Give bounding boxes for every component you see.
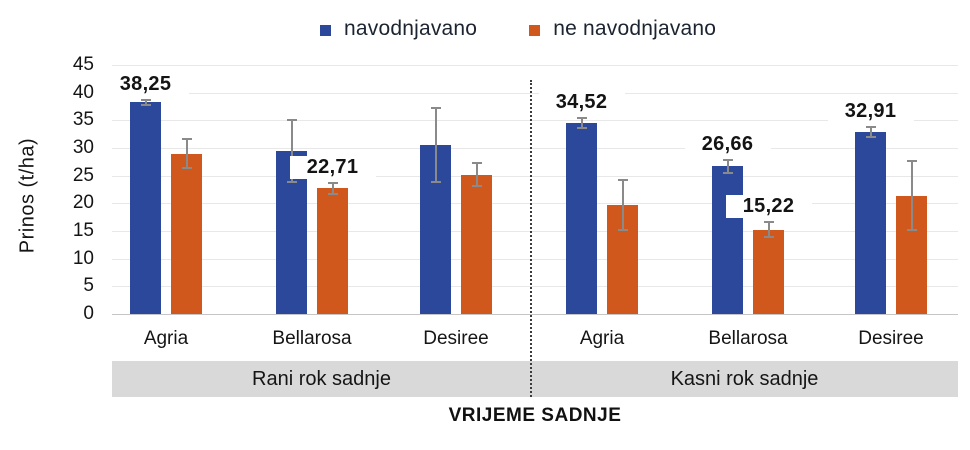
panel-label-rani: Rani rok sadnje [252, 368, 391, 390]
y-tick-label: 10 [72, 247, 94, 269]
x-axis-title: VRIJEME SADNJE [448, 405, 622, 426]
bar-ne-navodnjavano-Bellarosa [753, 229, 784, 314]
y-tick-label: 20 [72, 192, 94, 214]
y-tick-label: 0 [83, 303, 94, 324]
error-bar-cap [763, 221, 774, 224]
error-bar [726, 159, 729, 174]
panel-divider [530, 80, 532, 397]
y-tick-label: 30 [72, 137, 94, 158]
error-bar-cap [471, 185, 482, 188]
gridline [112, 120, 958, 122]
error-bar [767, 221, 770, 239]
value-label: 34,52 [538, 91, 625, 115]
y-tick-label: 5 [83, 275, 94, 297]
error-bar-cap [576, 117, 587, 120]
error-bar [290, 118, 293, 183]
bar-ne-navodnjavano-Bellarosa [317, 188, 348, 314]
gridline [112, 175, 958, 177]
error-bar-cap [181, 167, 192, 170]
legend-label-ne-navodnjavano: ne navodnjavano [553, 17, 717, 40]
error-bar [475, 161, 478, 188]
value-label: 38,25 [102, 73, 189, 97]
value-label: 26,66 [684, 133, 771, 157]
error-bar-cap [865, 125, 876, 128]
error-bar-cap [722, 171, 733, 174]
error-bar [621, 178, 624, 231]
error-bar-cap [576, 126, 587, 129]
error-bar-cap [286, 118, 297, 121]
x-tick-label: Desiree [858, 328, 924, 349]
error-bar [434, 107, 437, 184]
gridline [112, 65, 958, 66]
error-bar-cap [617, 178, 628, 181]
gridline [112, 314, 958, 315]
x-tick-label: Desiree [423, 328, 489, 349]
legend-item-ne-navodnjavano: ne navodnjavano [529, 17, 716, 41]
error-bar-cap [327, 192, 338, 195]
error-bar-cap [181, 138, 192, 141]
error-bar [144, 99, 147, 106]
error-bar [910, 160, 913, 231]
bar-navodnjavano-Agria [130, 102, 161, 314]
error-bar [185, 138, 188, 170]
bar-ne-navodnjavano-Agria [171, 153, 202, 314]
gridline [112, 286, 958, 288]
error-bar-cap [140, 103, 151, 106]
panel-band: Rani rok sadnje Kasni rok sadnje [112, 361, 958, 397]
error-bar-cap [471, 161, 482, 164]
y-tick-label: 45 [72, 54, 94, 75]
error-bar-cap [327, 181, 338, 184]
bar-ne-navodnjavano-Desiree [461, 174, 492, 314]
bar-navodnjavano-Desiree [855, 131, 886, 314]
value-label: 15,22 [725, 195, 812, 219]
error-bar [331, 181, 334, 195]
error-bar [869, 125, 872, 138]
y-axis-title: Prinos (t/ha) [16, 137, 39, 254]
bar-navodnjavano-Bellarosa [712, 166, 743, 314]
gridline [112, 203, 958, 205]
y-tick-label: 15 [72, 220, 94, 241]
x-tick-label: Agria [143, 328, 189, 349]
gridline [112, 231, 958, 232]
legend-label-navodnjavano: navodnjavano [344, 17, 478, 40]
error-bar-cap [906, 229, 917, 231]
x-tick-label: Agria [579, 328, 625, 349]
y-tick-label: 40 [72, 81, 94, 103]
error-bar-cap [430, 181, 441, 184]
error-bar-cap [286, 180, 297, 183]
legend: navodnjavano ne navodnjavano [320, 17, 716, 41]
error-bar [580, 117, 583, 129]
gridline [112, 92, 958, 94]
error-bar-cap [722, 159, 733, 162]
gridline [112, 258, 958, 260]
y-tick-label: 25 [72, 164, 94, 186]
value-label: 32,91 [827, 99, 914, 123]
error-bar-cap [140, 99, 151, 102]
legend-marker-navodnjavano-icon [320, 24, 331, 36]
gridline [112, 148, 958, 149]
error-bar-cap [906, 160, 917, 163]
value-label: 22,71 [289, 155, 376, 179]
x-tick-label: Bellarosa [272, 328, 352, 349]
panel-label-kasni: Kasni rok sadnje [670, 368, 819, 390]
error-bar-cap [763, 236, 774, 239]
bar-navodnjavano-Agria [566, 122, 597, 314]
y-tick-label: 35 [72, 109, 94, 131]
error-bar-cap [865, 135, 876, 138]
error-bar-cap [430, 107, 441, 110]
legend-marker-ne-navodnjavano-icon [529, 24, 541, 36]
legend-item-navodnjavano: navodnjavano [320, 17, 477, 41]
error-bar-cap [617, 229, 628, 231]
x-tick-label: Bellarosa [708, 328, 788, 349]
